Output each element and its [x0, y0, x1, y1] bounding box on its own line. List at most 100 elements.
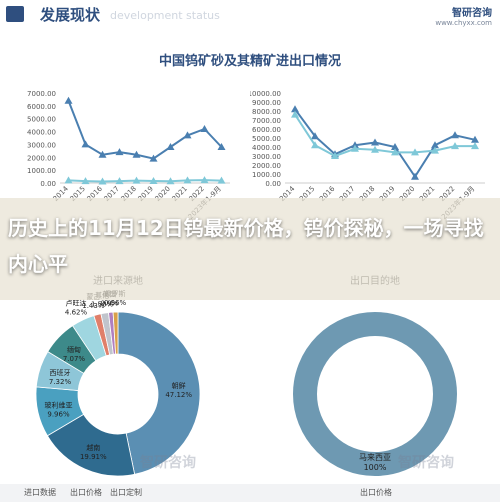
data-point — [391, 143, 399, 150]
y-tick-label: 5000.00 — [252, 135, 281, 143]
watermark: 智研咨询 — [140, 455, 196, 471]
slice-value-label: 100% — [364, 463, 387, 472]
data-point — [217, 143, 226, 150]
data-point — [115, 177, 124, 185]
footer-item: 出口定制 — [110, 488, 142, 497]
slice-label: 马来西亚 — [359, 453, 391, 462]
data-point — [331, 152, 339, 159]
footer-bar: 进口数据 出口价格 出口定制 出口价格 — [0, 484, 500, 502]
slice-label: 玻利维亚 — [45, 401, 73, 410]
y-tick-label: 3000.00 — [27, 141, 56, 149]
data-point — [166, 177, 175, 185]
data-point — [451, 142, 459, 150]
watermark: 智研咨询 — [398, 455, 454, 471]
slice-label: 越南 — [86, 443, 100, 452]
data-point — [64, 96, 73, 104]
y-tick-label: 7000.00 — [252, 117, 281, 125]
data-point — [115, 148, 124, 156]
data-point — [351, 144, 359, 152]
slice-label: 缅甸 — [67, 345, 81, 354]
data-point — [411, 172, 419, 180]
y-tick-label: 1000.00 — [27, 167, 56, 175]
slice-label: 朝鲜 — [172, 381, 186, 390]
slice-label: 卢旺达 — [66, 298, 87, 307]
slice-value-label: 1.43% — [82, 302, 105, 310]
y-tick-label: 10000.00 — [250, 90, 281, 98]
series-line — [294, 108, 476, 179]
section-subtitle: development status — [110, 9, 220, 22]
y-tick-label: 0.00 — [265, 180, 281, 188]
section-title: 发展现状 — [40, 6, 101, 24]
slice-value-label: 9.96% — [47, 411, 70, 419]
y-tick-label: 2000.00 — [27, 154, 56, 162]
data-point — [166, 143, 175, 150]
y-tick-label: 7000.00 — [27, 90, 56, 98]
slice-value-label: 1.50% — [91, 300, 114, 308]
data-point — [291, 110, 299, 118]
data-point — [291, 105, 299, 113]
donut-slice — [112, 311, 119, 355]
y-tick-label: 8000.00 — [252, 108, 281, 116]
footer-item: 出口价格 — [70, 488, 102, 497]
y-tick-label: 4000.00 — [27, 129, 56, 137]
series-line — [294, 114, 475, 158]
series-line — [67, 100, 223, 160]
data-point — [64, 176, 73, 184]
data-point — [132, 150, 141, 158]
brand-mark-icon — [6, 6, 24, 22]
slice-value-label: 4.62% — [65, 308, 88, 316]
y-tick-label: 1000.00 — [252, 171, 281, 179]
donut-slice — [117, 311, 201, 475]
headline-band — [0, 198, 500, 300]
slice-value-label: 0.9% — [100, 299, 118, 307]
data-point — [431, 146, 439, 154]
data-point — [200, 125, 209, 132]
y-tick-label: 3000.00 — [252, 153, 281, 161]
main-chart-title: 中国钨矿砂及其精矿进出口情况 — [158, 54, 341, 69]
slice-value-label: 47.12% — [165, 391, 192, 399]
slice-value-label: 7.32% — [49, 378, 72, 386]
brand-logo: 智研咨询 www.chyxx.com — [435, 4, 492, 27]
data-point — [217, 176, 226, 184]
y-tick-label: 5000.00 — [27, 116, 56, 124]
data-point — [451, 131, 459, 139]
top-bar: 发展现状 development status 智研咨询 www.chyxx.c… — [0, 0, 500, 30]
slice-value-label: 0.96% — [104, 299, 127, 307]
brand-url: www.chyxx.com — [435, 19, 492, 27]
data-point — [149, 154, 158, 162]
article-headline: 历史上的11月12日钨最新价格，钨价探秘，一场寻找内心平 — [8, 216, 484, 276]
data-point — [371, 138, 379, 146]
data-point — [149, 176, 158, 184]
data-point — [200, 176, 209, 184]
data-point — [431, 141, 439, 149]
y-tick-label: 6000.00 — [252, 126, 281, 134]
data-point — [411, 148, 419, 156]
footer-item: 出口价格 — [360, 488, 392, 497]
data-point — [351, 141, 359, 149]
slice-value-label: 19.91% — [80, 453, 107, 461]
series-line — [68, 179, 222, 183]
data-point — [471, 135, 479, 143]
slice-value-label: 7.07% — [63, 355, 86, 363]
data-point — [311, 132, 319, 140]
slice-label: 西班牙 — [50, 368, 71, 377]
data-point — [132, 176, 141, 184]
data-point — [81, 140, 90, 148]
data-point — [98, 177, 107, 185]
y-tick-label: 6000.00 — [27, 103, 56, 111]
y-tick-label: 9000.00 — [252, 99, 281, 107]
data-point — [98, 150, 107, 158]
footer-item: 进口数据 — [24, 488, 56, 497]
y-tick-label: 0.00 — [40, 180, 56, 188]
data-point — [183, 176, 192, 184]
donut-slice — [293, 312, 457, 476]
data-point — [311, 141, 319, 149]
y-tick-label: 2000.00 — [252, 162, 281, 170]
data-point — [183, 131, 192, 139]
y-tick-label: 4000.00 — [252, 144, 281, 152]
data-point — [471, 142, 479, 150]
data-point — [391, 148, 399, 156]
data-point — [81, 177, 90, 185]
data-point — [371, 145, 379, 153]
